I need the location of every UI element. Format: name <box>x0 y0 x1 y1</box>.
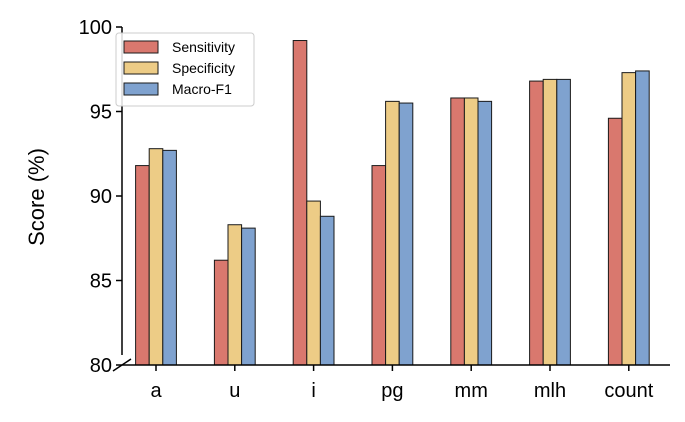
bar-macro-f1-i <box>319 215 335 366</box>
legend-swatch-sensitivity <box>123 40 159 54</box>
bar-sensitivity-a <box>135 165 150 366</box>
bar-macro-f1-u <box>241 227 256 366</box>
legend-label-specificity: Specificity <box>172 60 235 76</box>
y-tick-label: 100 <box>79 17 112 39</box>
y-axis-title: Score (%) <box>24 148 49 246</box>
bar-sensitivity-u <box>213 259 229 366</box>
bar-specificity-i <box>306 200 321 366</box>
x-tick-label: mlh <box>534 380 566 402</box>
y-ticks-group: 80 85 90 95 100 <box>79 17 122 377</box>
bar-macro-f1-mlh <box>556 78 571 366</box>
bar-macro-f1-mm <box>477 100 493 366</box>
y-tick-label: 80 <box>90 355 112 377</box>
legend-swatch-macro-f1 <box>123 82 159 96</box>
x-ticks-group: a u i pg mm mlh count <box>150 365 654 402</box>
bar-macro-f1-count <box>635 70 650 366</box>
bar-specificity-count <box>621 72 637 366</box>
bars-group <box>135 40 650 366</box>
bar-specificity-mlh <box>542 78 558 366</box>
x-tick-label: mm <box>455 380 488 402</box>
bar-macro-f1-a <box>162 149 177 366</box>
legend-label-macro-f1: Macro-F1 <box>172 81 232 97</box>
legend-swatch-specificity <box>123 61 159 75</box>
bar-sensitivity-pg <box>371 165 387 366</box>
legend-label-sensitivity: Sensitivity <box>172 39 235 55</box>
bar-specificity-u <box>227 224 243 366</box>
y-tick-label: 85 <box>90 271 112 293</box>
bar-sensitivity-i <box>292 40 308 366</box>
bar-sensitivity-mlh <box>529 80 544 366</box>
legend: Sensitivity Specificity Macro-F1 <box>115 32 255 107</box>
x-tick-label: pg <box>381 380 403 402</box>
bar-specificity-mm <box>463 97 479 366</box>
y-tick-label: 90 <box>90 186 112 208</box>
bar-macro-f1-pg <box>398 102 414 366</box>
bar-sensitivity-mm <box>450 97 465 366</box>
bar-specificity-a <box>148 148 164 366</box>
y-tick-label: 95 <box>90 102 112 124</box>
x-tick-label: count <box>604 380 653 402</box>
x-tick-label: u <box>229 380 240 402</box>
x-tick-label: i <box>311 380 315 402</box>
bar-specificity-pg <box>385 100 400 366</box>
x-tick-label: a <box>150 380 162 402</box>
bar-sensitivity-count <box>607 117 623 366</box>
